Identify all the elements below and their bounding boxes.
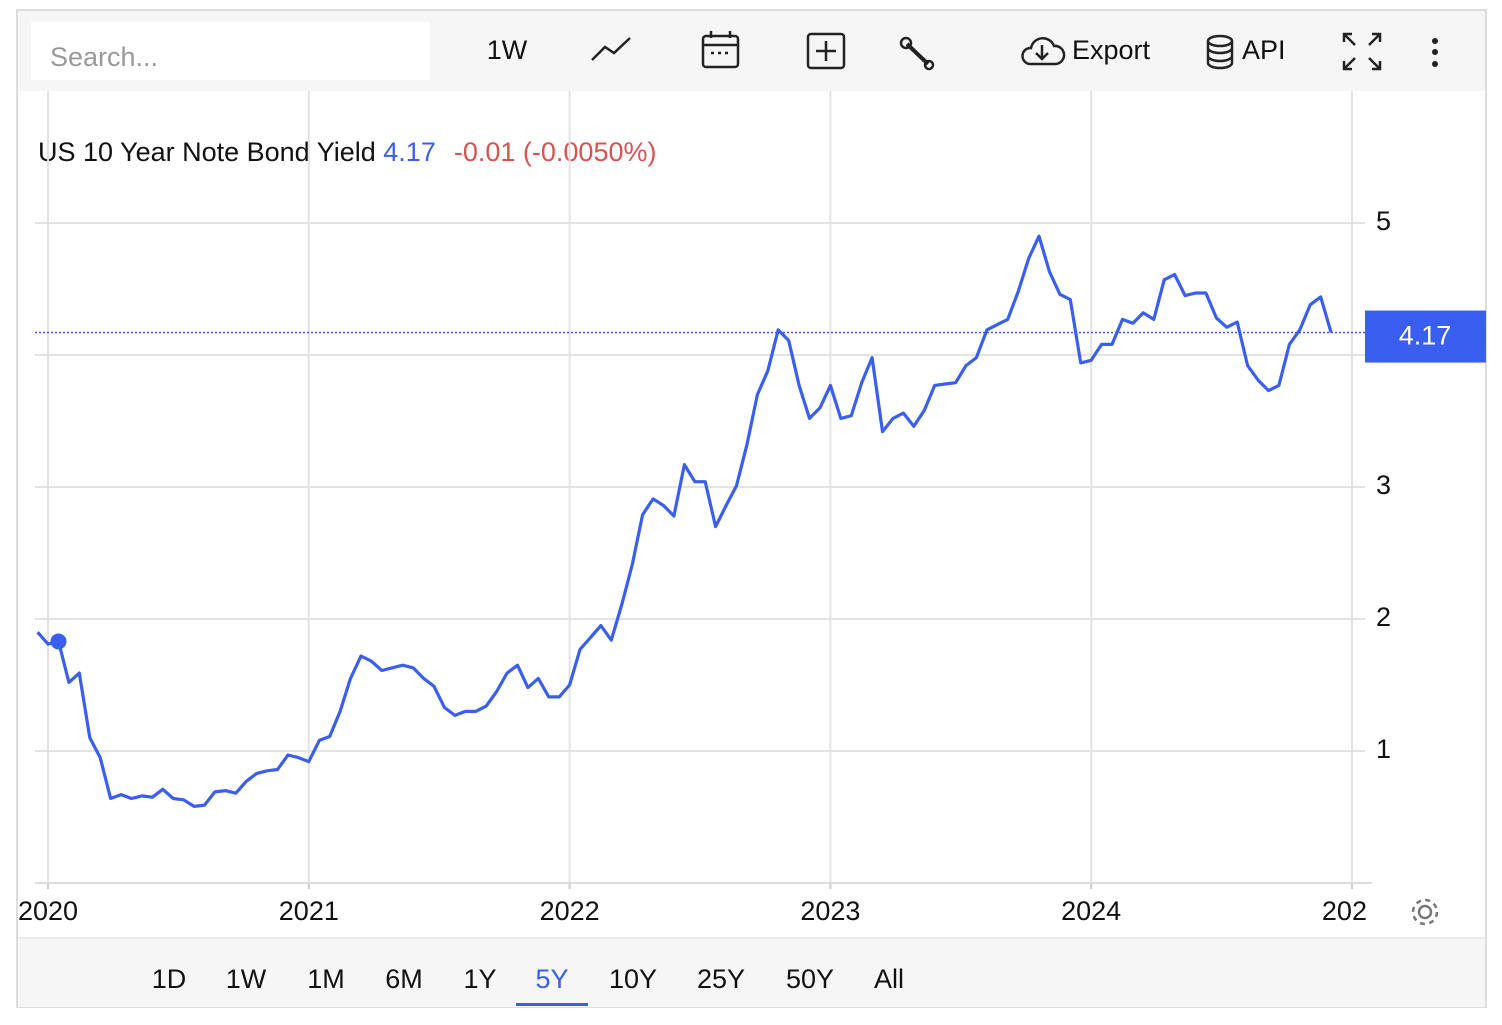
- calendar-icon[interactable]: [701, 31, 740, 69]
- range-selected-underline: [516, 1003, 588, 1006]
- add-icon[interactable]: [806, 32, 846, 70]
- change-value: -0.01: [454, 137, 516, 167]
- range-button[interactable]: All: [874, 964, 904, 994]
- widget-frame: [16, 9, 1487, 1008]
- title-text: US 10 Year Note Bond Yield: [38, 137, 376, 167]
- price-line: [36, 234, 1333, 808]
- y-tick-label: 3: [1376, 470, 1391, 500]
- range-button[interactable]: 25Y: [697, 964, 745, 994]
- x-tick-label: 2023: [800, 896, 860, 926]
- start-marker: [50, 633, 67, 650]
- x-tick-label: 2020: [18, 896, 78, 926]
- export-icon[interactable]: [1021, 37, 1066, 66]
- y-tick-label: 5: [1376, 206, 1391, 236]
- last-value-badge: [1365, 310, 1486, 363]
- range-bar: [18, 938, 1485, 1007]
- current-value: 4.17: [383, 137, 436, 167]
- range-button[interactable]: 10Y: [609, 964, 657, 994]
- x-tick-label: 2024: [1061, 896, 1121, 926]
- search-placeholder[interactable]: Search...: [50, 42, 158, 72]
- x-tick-label: 2022: [540, 896, 600, 926]
- x-tick-label: 2021: [279, 896, 339, 926]
- toolbar-icons: [591, 31, 1382, 71]
- api-button[interactable]: API: [1242, 35, 1286, 65]
- interval-button[interactable]: 1W: [487, 35, 528, 65]
- range-button[interactable]: 1D: [152, 964, 187, 994]
- y-tick-label: 2: [1376, 602, 1391, 632]
- export-button[interactable]: Export: [1072, 35, 1151, 65]
- search-box[interactable]: [31, 22, 430, 80]
- fullscreen-icon[interactable]: [1342, 32, 1382, 71]
- x-tick-label: 2025: [1322, 896, 1382, 926]
- chart-type-icon[interactable]: [591, 37, 631, 61]
- range-button[interactable]: 1Y: [463, 964, 496, 994]
- api-icon[interactable]: [1206, 34, 1234, 70]
- last-value-label: 4.17: [1399, 321, 1452, 351]
- x-tick-labels: 2020 2021 2022 2023 2024 2025: [18, 896, 1382, 926]
- settings-wrench-icon[interactable]: [899, 36, 935, 71]
- range-button[interactable]: 6M: [385, 964, 423, 994]
- more-menu-icon[interactable]: [1432, 38, 1438, 67]
- range-button[interactable]: 1M: [307, 964, 345, 994]
- chart-title: US 10 Year Note Bond Yield 4.17 -0.01 (-0…: [38, 137, 656, 167]
- range-button[interactable]: 5Y: [535, 964, 568, 994]
- y-tick-label: 1: [1376, 734, 1391, 764]
- change-percent: (-0.0050%): [523, 137, 657, 167]
- range-button[interactable]: 1W: [226, 964, 267, 994]
- range-button[interactable]: 50Y: [786, 964, 834, 994]
- settings-gear-icon[interactable]: [1411, 898, 1439, 926]
